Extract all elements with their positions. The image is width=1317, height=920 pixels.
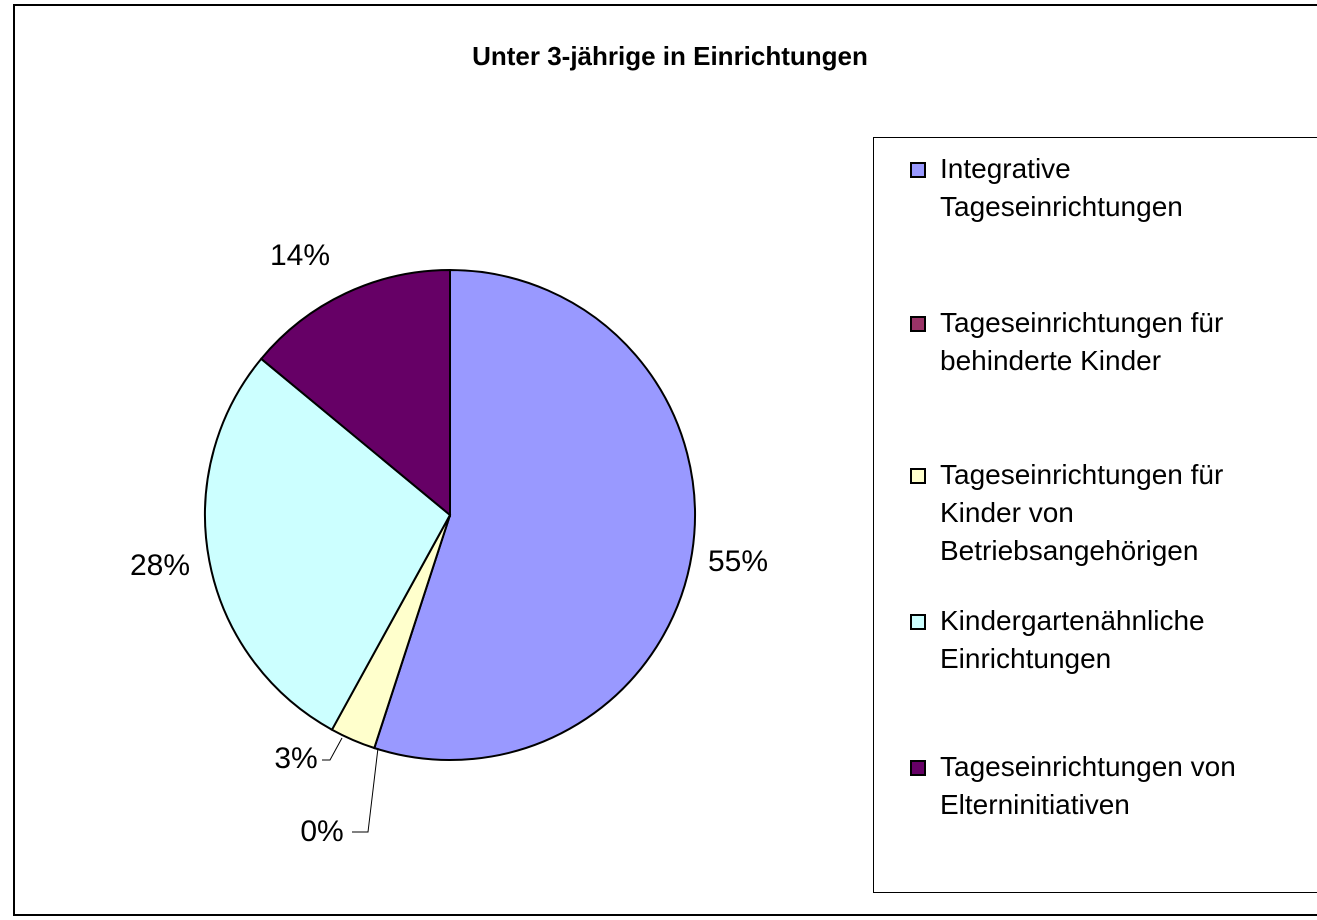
- leader-line: [322, 737, 343, 761]
- legend-swatch: [910, 468, 926, 484]
- data-label: 28%: [130, 549, 190, 582]
- legend-label: Tageseinrichtungen für behinderte Kinder: [940, 307, 1224, 376]
- pie-slice: [373, 268, 696, 761]
- data-label: 55%: [708, 545, 768, 578]
- leader-line: [352, 747, 379, 833]
- legend-label: Integrative Tageseinrichtungen: [940, 153, 1183, 222]
- legend-swatch: [910, 614, 926, 630]
- legend-item: Kindergartenähnliche Einrichtungen: [888, 602, 1278, 678]
- legend-swatch: [910, 760, 926, 776]
- legend: Integrative Tageseinrichtungen Tageseinri…: [873, 137, 1317, 893]
- pie-slice: [204, 357, 452, 732]
- pie-slice: [259, 268, 451, 518]
- legend-label: Tageseinrichtungen für Kinder von Betrie…: [940, 459, 1224, 566]
- legend-label: Kindergartenähnliche Einrichtungen: [940, 605, 1205, 674]
- data-label: 14%: [270, 239, 330, 272]
- legend-swatch: [910, 316, 926, 332]
- legend-item: Tageseinrichtungen von Elterninitiativen: [888, 748, 1278, 824]
- data-label: 3%: [274, 742, 317, 775]
- legend-item: Integrative Tageseinrichtungen: [888, 150, 1278, 226]
- chart-title: Unter 3-jährige in Einrichtungen: [472, 41, 868, 71]
- legend-swatch: [910, 162, 926, 178]
- data-label: 0%: [300, 815, 343, 848]
- legend-item: Tageseinrichtungen für Kinder von Betrie…: [888, 456, 1278, 570]
- legend-label: Tageseinrichtungen von Elterninitiativen: [940, 751, 1236, 820]
- legend-item: Tageseinrichtungen für behinderte Kinder: [888, 304, 1278, 380]
